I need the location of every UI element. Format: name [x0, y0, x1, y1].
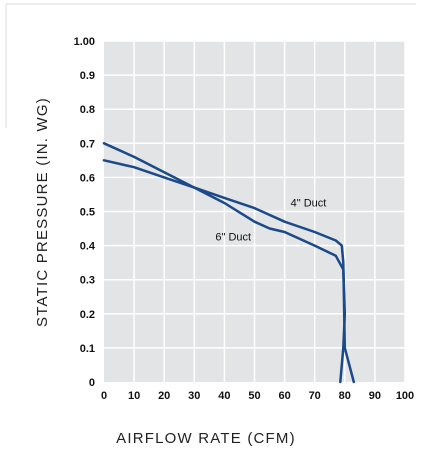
grid-lines: [104, 40, 406, 382]
y-axis-title: STATIC PRESSURE (IN. WG): [34, 97, 51, 327]
x-axis-title: AIRFLOW RATE (CFM): [116, 430, 296, 447]
series-label-6-inch-duct: 6" Duct: [215, 231, 251, 243]
y-tick-label: 0.2: [80, 309, 95, 321]
y-tick-label: 0: [89, 377, 95, 389]
x-tick-label: 50: [248, 390, 260, 402]
x-tick-label: 60: [278, 390, 290, 402]
series-lines: [102, 142, 356, 384]
y-tick-label: 0.6: [80, 172, 95, 184]
y-axis-tick-labels: 0 0.1 0.2 0.3 0.4 0.5 0.6 0.7 0.8 0.9 1.00: [74, 36, 96, 389]
x-tick-label: 0: [101, 390, 107, 402]
y-tick-label: 1.00: [74, 36, 95, 48]
x-tick-label: 80: [339, 390, 351, 402]
y-tick-label: 0.1: [80, 343, 95, 355]
series-labels: 4" Duct 6" Duct: [215, 197, 326, 243]
x-tick-label: 10: [128, 390, 140, 402]
x-tick-label: 20: [158, 390, 170, 402]
y-tick-label: 0.5: [80, 207, 95, 219]
x-tick-label: 70: [309, 390, 321, 402]
y-tick-label: 0.3: [80, 275, 95, 287]
x-tick-label: 30: [188, 390, 200, 402]
y-tick-label: 0.8: [80, 104, 95, 116]
y-tick-label: 0.7: [80, 138, 95, 150]
x-tick-label: 90: [369, 390, 381, 402]
series-line-6-inch-duct: [102, 142, 347, 384]
y-tick-label: 0.4: [80, 241, 96, 253]
x-tick-label: 100: [396, 390, 414, 402]
x-tick-label: 40: [218, 390, 230, 402]
series-label-4-inch-duct: 4" Duct: [291, 197, 327, 209]
y-tick-label: 0.9: [80, 70, 95, 82]
x-axis-tick-labels: 0 10 20 30 40 50 60 70 80 90 100: [101, 390, 414, 402]
